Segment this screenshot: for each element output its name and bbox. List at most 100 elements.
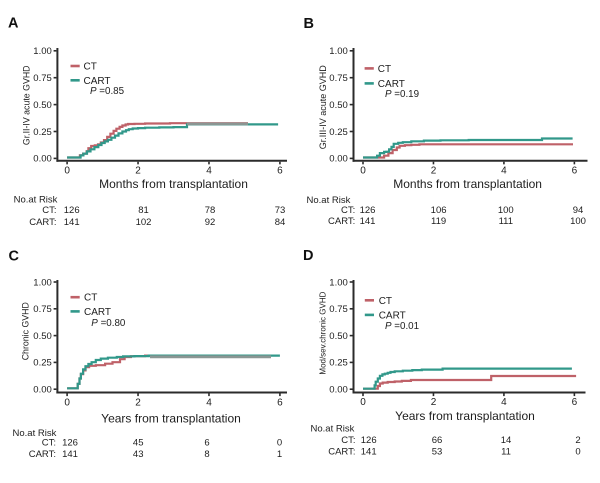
svg-text:0: 0 [277, 438, 282, 449]
svg-text:Months from transplantation: Months from transplantation [99, 177, 248, 191]
svg-text:6: 6 [572, 397, 578, 408]
svg-text:106: 106 [431, 205, 447, 216]
svg-text:CART: CART [84, 76, 111, 87]
svg-text:Gr.II-IV acute GVHD: Gr.II-IV acute GVHD [22, 65, 32, 145]
svg-text:CART:: CART: [328, 216, 355, 227]
svg-text:P =0.01: P =0.01 [385, 321, 419, 332]
svg-text:2: 2 [431, 397, 437, 408]
svg-text:8: 8 [204, 449, 209, 460]
svg-text:0.25: 0.25 [33, 127, 52, 138]
svg-text:CT:: CT: [42, 205, 56, 216]
svg-text:P =0.80: P =0.80 [91, 318, 126, 329]
svg-text:66: 66 [432, 435, 443, 446]
svg-text:CT:: CT: [341, 435, 355, 446]
svg-text:0.75: 0.75 [329, 304, 348, 315]
svg-text:C: C [9, 249, 20, 265]
svg-text:2: 2 [575, 435, 580, 446]
svg-text:2: 2 [431, 166, 437, 177]
svg-text:No.at Risk: No.at Risk [311, 424, 355, 435]
svg-text:CT:: CT: [42, 438, 56, 449]
svg-text:53: 53 [432, 447, 443, 458]
svg-text:CT: CT [84, 293, 97, 304]
svg-text:P =0.85: P =0.85 [90, 86, 125, 97]
svg-text:4: 4 [206, 398, 212, 409]
svg-text:CART:: CART: [29, 449, 56, 460]
svg-text:126: 126 [64, 205, 80, 216]
svg-text:0.00: 0.00 [329, 385, 348, 396]
svg-text:CT:: CT: [341, 205, 355, 216]
svg-text:0: 0 [64, 166, 70, 177]
svg-text:141: 141 [361, 447, 377, 458]
svg-text:1: 1 [277, 449, 282, 460]
svg-text:CART:: CART: [29, 217, 56, 228]
svg-text:126: 126 [62, 438, 78, 449]
svg-text:6: 6 [572, 166, 578, 177]
svg-text:94: 94 [573, 205, 584, 216]
svg-text:6: 6 [277, 166, 283, 177]
svg-text:CART:: CART: [328, 447, 355, 458]
svg-text:111: 111 [499, 216, 513, 227]
svg-text:CART: CART [84, 307, 111, 318]
svg-text:0.00: 0.00 [33, 385, 52, 396]
svg-text:73: 73 [275, 205, 286, 216]
svg-text:2: 2 [135, 398, 141, 409]
svg-text:0.00: 0.00 [33, 154, 52, 165]
svg-text:1.00: 1.00 [329, 277, 348, 288]
svg-text:D: D [303, 248, 313, 264]
svg-text:0.25: 0.25 [329, 358, 348, 369]
svg-text:0.50: 0.50 [329, 100, 348, 111]
svg-text:0: 0 [360, 397, 366, 408]
svg-text:45: 45 [133, 438, 144, 449]
svg-text:14: 14 [501, 435, 512, 446]
svg-text:Chronic GVHD: Chronic GVHD [21, 302, 31, 360]
svg-text:81: 81 [138, 205, 149, 216]
svg-text:0.75: 0.75 [329, 73, 348, 84]
svg-text:No.at Risk: No.at Risk [307, 195, 351, 206]
svg-text:1.00: 1.00 [329, 46, 348, 57]
svg-text:0.25: 0.25 [329, 127, 348, 138]
svg-text:CT: CT [379, 296, 392, 307]
svg-text:Mod/sev.chronic GVHD: Mod/sev.chronic GVHD [319, 291, 328, 374]
svg-text:4: 4 [501, 397, 507, 408]
svg-text:100: 100 [498, 205, 514, 216]
svg-text:92: 92 [205, 217, 216, 228]
svg-text:1.00: 1.00 [33, 46, 52, 57]
svg-text:6: 6 [277, 398, 283, 409]
svg-text:CART: CART [378, 79, 405, 90]
svg-text:0.25: 0.25 [33, 358, 52, 369]
svg-text:102: 102 [136, 217, 152, 228]
svg-text:0.75: 0.75 [33, 304, 52, 315]
svg-text:0: 0 [64, 398, 70, 409]
svg-text:11: 11 [501, 447, 511, 458]
svg-text:CT: CT [378, 64, 391, 75]
svg-text:141: 141 [360, 216, 376, 227]
svg-text:119: 119 [431, 216, 446, 227]
svg-text:Gr.III-IV acute GVHD: Gr.III-IV acute GVHD [318, 65, 328, 150]
svg-text:CART: CART [379, 310, 406, 321]
svg-text:No.at Risk: No.at Risk [13, 428, 57, 439]
svg-text:100: 100 [570, 216, 586, 227]
svg-text:0: 0 [360, 166, 366, 177]
svg-text:141: 141 [64, 217, 80, 228]
svg-text:Years from transplantation: Years from transplantation [395, 409, 535, 423]
svg-text:43: 43 [133, 449, 144, 460]
svg-text:126: 126 [361, 435, 377, 446]
svg-text:78: 78 [205, 205, 216, 216]
svg-text:B: B [304, 16, 314, 32]
svg-text:1.00: 1.00 [33, 277, 52, 288]
svg-text:CT: CT [84, 62, 97, 73]
svg-text:126: 126 [360, 205, 376, 216]
svg-text:No.at Risk: No.at Risk [14, 195, 58, 206]
svg-text:0.50: 0.50 [33, 331, 52, 342]
svg-text:4: 4 [206, 166, 212, 177]
svg-text:4: 4 [501, 166, 507, 177]
svg-text:0.50: 0.50 [33, 100, 52, 111]
svg-text:A: A [8, 16, 19, 32]
svg-text:0.75: 0.75 [33, 73, 52, 84]
svg-text:Years from transplantation: Years from transplantation [101, 412, 241, 426]
svg-text:141: 141 [62, 449, 78, 460]
svg-text:P =0.19: P =0.19 [385, 89, 419, 100]
svg-text:6: 6 [204, 438, 209, 449]
svg-text:0.50: 0.50 [329, 331, 348, 342]
svg-text:84: 84 [275, 217, 286, 228]
